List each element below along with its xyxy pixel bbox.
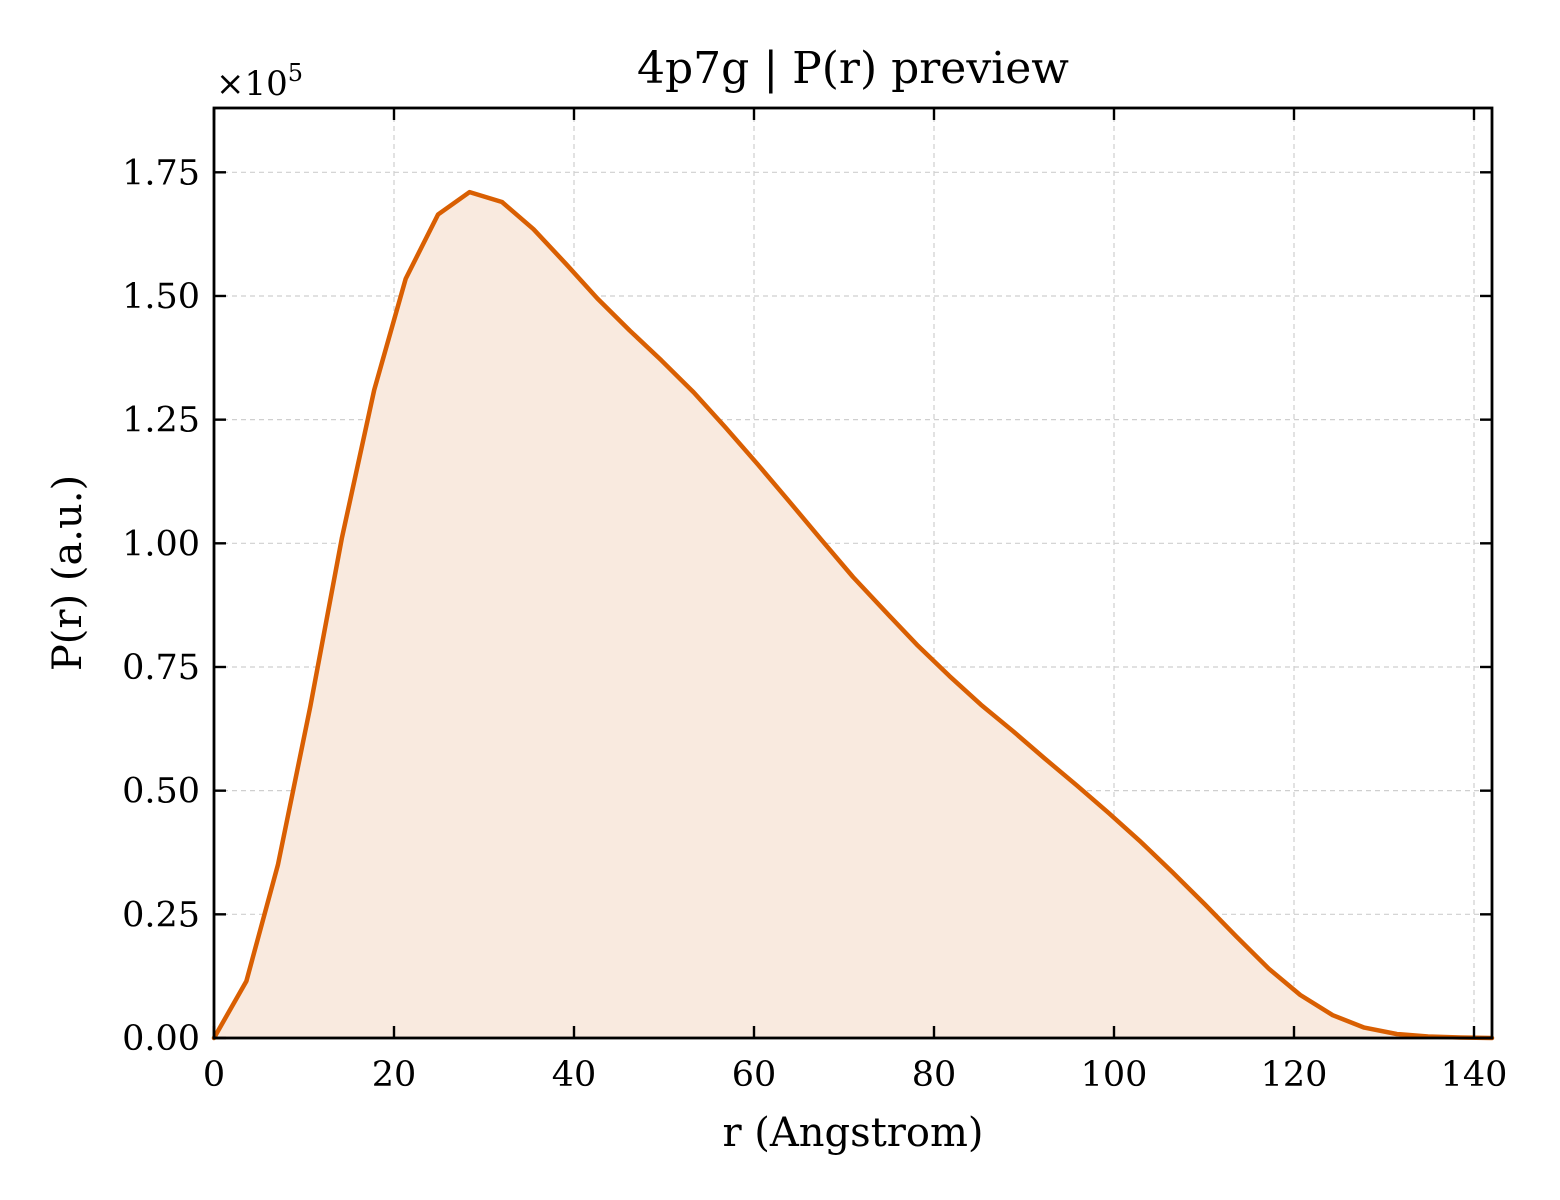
- x-tick-label: 20: [372, 1055, 417, 1095]
- y-axis-label: P(r) (a.u.): [45, 475, 91, 671]
- y-tick-label: 0.75: [122, 648, 200, 688]
- y-tick-label: 0.50: [122, 772, 200, 812]
- x-tick-label: 0: [203, 1055, 225, 1095]
- y-axis-multiplier-exponent: 5: [288, 59, 303, 87]
- chart-title: 4p7g | P(r) preview: [637, 43, 1069, 94]
- y-tick-label: 0.25: [122, 895, 200, 935]
- x-axis-label: r (Angstrom): [722, 1110, 983, 1156]
- axis-tick-labels: 0 20 40 60 80 100 120 140 0.00 0.25 0.50 0.75 1.00 1.…: [122, 153, 1507, 1095]
- series-area-fill: [214, 192, 1492, 1039]
- series-points: [213, 192, 1493, 1039]
- x-tick-label: 40: [552, 1055, 597, 1095]
- y-tick-label: 1.75: [122, 153, 200, 193]
- x-tick-label: 100: [1081, 1055, 1148, 1095]
- x-tick-label: 80: [912, 1055, 957, 1095]
- plot-frame: [212, 106, 1494, 1040]
- y-tick-label: 0.00: [122, 1019, 200, 1059]
- y-tick-label: 1.25: [122, 401, 200, 441]
- x-tick-label: 120: [1261, 1055, 1328, 1095]
- y-axis-multiplier: ×105: [216, 59, 303, 104]
- x-tick-label: 140: [1441, 1055, 1508, 1095]
- y-tick-label: 1.00: [122, 524, 200, 564]
- y-axis-multiplier-base: ×10: [216, 64, 288, 104]
- y-tick-label: 1.50: [122, 277, 200, 317]
- x-tick-label: 60: [732, 1055, 777, 1095]
